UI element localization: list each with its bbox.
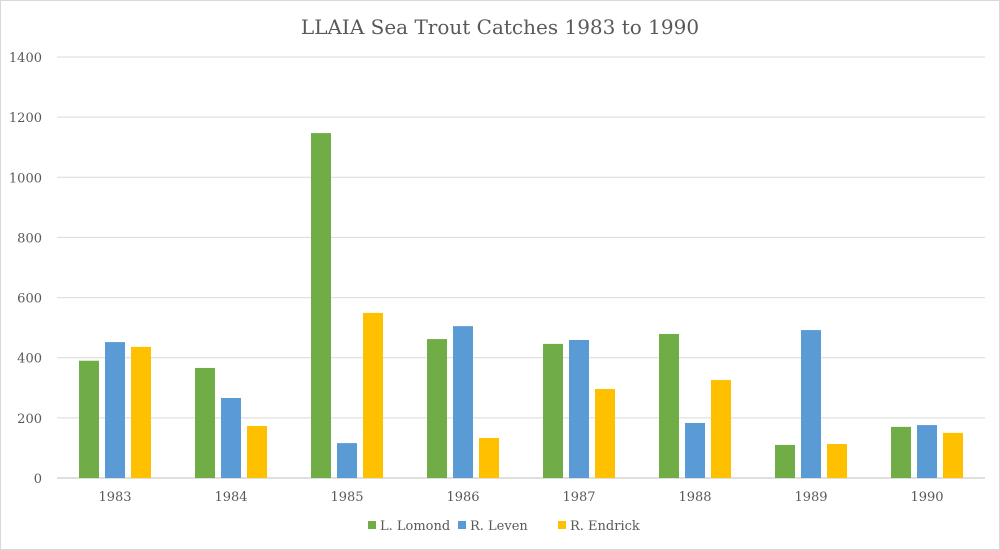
x-tick-label: 1990 — [910, 490, 943, 505]
bar-l-lomond1989 — [775, 444, 795, 478]
bar-r-leven1984 — [221, 398, 241, 478]
legend-swatch — [458, 521, 466, 529]
bar-l-lomond1986 — [427, 339, 447, 478]
legend-swatch — [368, 521, 376, 529]
bar-r-endrick1987 — [595, 388, 615, 478]
chart-title: LLAIA Sea Trout Catches 1983 to 1990 — [301, 15, 699, 39]
legend-label: L. Lomond — [380, 519, 450, 534]
y-tick-label: 1000 — [9, 171, 42, 186]
bar-r-endrick1984 — [247, 425, 267, 478]
bar-r-leven1986 — [453, 326, 473, 478]
bar-r-leven1983 — [105, 342, 125, 478]
x-tick-label: 1985 — [330, 490, 363, 505]
x-tick-label: 1984 — [214, 490, 247, 505]
legend-item: L. Lomond — [368, 519, 450, 534]
bar-r-leven1990 — [917, 425, 937, 478]
x-tick-label: 1989 — [794, 490, 827, 505]
bar-l-lomond1990 — [891, 426, 911, 478]
legend-item: R. Endrick — [558, 519, 640, 534]
bar-l-lomond1987 — [543, 343, 563, 478]
bar-r-endrick1989 — [827, 444, 847, 478]
bar-r-leven1988 — [685, 422, 705, 478]
bar-r-leven1987 — [569, 339, 589, 478]
bar-r-endrick1986 — [479, 438, 499, 478]
bar-l-lomond1983 — [79, 360, 99, 478]
bar-r-leven1989 — [801, 330, 821, 478]
x-tick-label: 1986 — [446, 490, 479, 505]
bar-l-lomond1988 — [659, 333, 679, 478]
y-tick-label: 800 — [17, 231, 42, 246]
y-tick-label: 1400 — [9, 51, 42, 66]
legend-swatch — [558, 521, 566, 529]
bar-l-lomond1985 — [311, 133, 331, 478]
x-tick-label: 1983 — [98, 490, 131, 505]
bar-r-endrick1990 — [943, 432, 963, 478]
bar-r-endrick1988 — [711, 379, 731, 478]
legend-label: R. Endrick — [570, 519, 640, 534]
legend-label: R. Leven — [470, 519, 528, 534]
bar-r-endrick1985 — [363, 312, 383, 478]
x-tick-label: 1988 — [678, 490, 711, 505]
y-tick-label: 1200 — [9, 111, 42, 126]
y-tick-label: 400 — [17, 352, 42, 367]
bar-r-endrick1983 — [131, 346, 151, 478]
x-tick-label: 1987 — [562, 490, 595, 505]
bar-r-leven1985 — [337, 443, 357, 478]
y-tick-label: 200 — [17, 412, 42, 427]
y-tick-label: 0 — [34, 472, 42, 487]
y-tick-label: 600 — [17, 292, 42, 307]
bar-l-lomond1984 — [195, 367, 215, 478]
legend-item: R. Leven — [458, 519, 528, 534]
